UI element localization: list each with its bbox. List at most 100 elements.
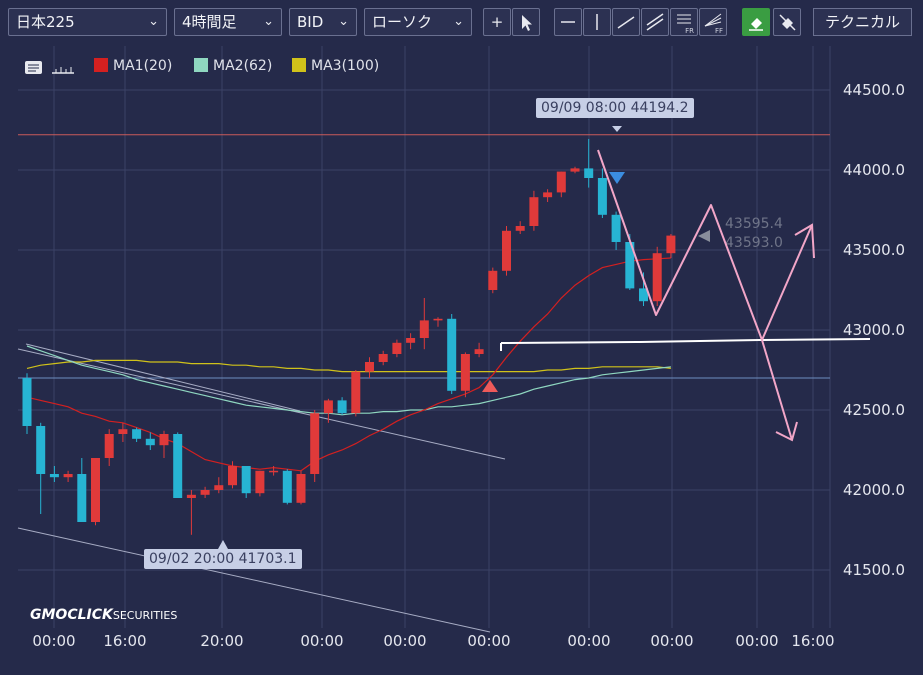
trendline-icon: [617, 16, 635, 29]
candle-body[interactable]: [351, 371, 361, 414]
buy-signal-marker: [482, 380, 498, 392]
ma3-swatch: [292, 58, 306, 72]
candle-body[interactable]: [77, 474, 87, 522]
horizontal-line-icon: [561, 21, 575, 23]
high-callout-pointer: [612, 126, 622, 132]
up-arrow-head: [794, 223, 815, 259]
hide-drawings-button[interactable]: [773, 8, 801, 36]
x-tick-label: 00:00: [735, 632, 778, 650]
channel-icon: [646, 13, 664, 31]
candle-body[interactable]: [36, 426, 46, 474]
low-callout-pointer: [218, 540, 228, 549]
candle-body[interactable]: [323, 400, 333, 414]
candle-body[interactable]: [214, 485, 224, 490]
candle-body[interactable]: [173, 434, 183, 498]
candle-body[interactable]: [597, 178, 607, 215]
candle-body[interactable]: [406, 338, 416, 343]
candle-body[interactable]: [63, 474, 73, 478]
high-price-callout: 09/09 08:00 44194.2: [536, 98, 694, 118]
candle-body[interactable]: [269, 470, 279, 473]
candle-body[interactable]: [570, 168, 580, 172]
candle-body[interactable]: [241, 466, 251, 494]
ma2-label: MA2(62): [213, 58, 273, 74]
trendline-upper: [17, 348, 506, 460]
crosshair-button[interactable]: +: [483, 8, 511, 36]
forecast-path-down: [597, 149, 793, 441]
candle-body[interactable]: [529, 197, 539, 226]
candle-body[interactable]: [49, 474, 59, 478]
fibonacci-fan-button[interactable]: FF: [699, 8, 727, 36]
candle-body[interactable]: [556, 171, 566, 193]
candle-body[interactable]: [488, 270, 498, 290]
candle-body[interactable]: [365, 362, 374, 372]
candle-body[interactable]: [666, 235, 676, 254]
chevron-down-icon: ⌄: [338, 14, 349, 29]
x-tick-label: 16:00: [791, 632, 834, 650]
candle-body[interactable]: [392, 342, 402, 354]
candle-body[interactable]: [433, 318, 443, 321]
candle-body[interactable]: [447, 318, 457, 391]
x-tick-label: 16:00: [103, 632, 146, 650]
timeframe-select[interactable]: 4時間足 ⌄: [174, 8, 282, 36]
vertical-line-button[interactable]: [583, 8, 611, 36]
sell-signal-marker: [609, 172, 625, 184]
fibonacci-retracement-icon: [677, 14, 691, 24]
price-type-value: BID: [297, 13, 324, 31]
technical-button[interactable]: テクニカル: [813, 8, 912, 36]
candle-body[interactable]: [378, 354, 388, 362]
candle-body[interactable]: [91, 458, 100, 522]
price-tag-1: 43595.4: [725, 216, 783, 232]
ma3-line: [26, 359, 671, 373]
price-type-select[interactable]: BID ⌄: [289, 8, 357, 36]
candle-body[interactable]: [186, 494, 196, 498]
x-tick-label: 00:00: [650, 632, 693, 650]
candle-body[interactable]: [132, 429, 142, 439]
neckline-annotation: [500, 338, 871, 344]
candle-body[interactable]: [543, 192, 553, 198]
candle-body[interactable]: [200, 490, 210, 495]
candle-body[interactable]: [296, 474, 306, 503]
chevron-down-icon: ⌄: [263, 14, 274, 29]
cursor-icon: [522, 15, 532, 31]
eraser-button[interactable]: [742, 8, 770, 36]
candle-body[interactable]: [611, 214, 621, 242]
channel-button[interactable]: [641, 8, 669, 36]
fibonacci-retracement-button[interactable]: FR: [670, 8, 698, 36]
trendline-button[interactable]: [612, 8, 640, 36]
brand-name: GMOCLICK: [30, 607, 113, 623]
candle-body[interactable]: [22, 378, 32, 426]
symbol-value: 日本225: [16, 13, 75, 31]
candle-body[interactable]: [310, 413, 320, 474]
symbol-select[interactable]: 日本225 ⌄: [8, 8, 167, 36]
ma2-swatch: [194, 58, 208, 72]
candle-body[interactable]: [159, 434, 169, 446]
chart-type-select[interactable]: ローソク ⌄: [364, 8, 472, 36]
x-tick-label: 00:00: [383, 632, 426, 650]
crosshair-icon: +: [490, 13, 504, 31]
candle-body[interactable]: [104, 434, 114, 458]
candle-body[interactable]: [502, 230, 511, 271]
ruler-icon[interactable]: [50, 59, 76, 81]
candle-body[interactable]: [625, 242, 635, 289]
candle-body[interactable]: [118, 429, 128, 434]
y-tick-label: 41500.0: [843, 561, 905, 579]
candle-body[interactable]: [460, 354, 470, 391]
hide-drawings-icon: [779, 14, 796, 31]
candle-body[interactable]: [282, 470, 292, 503]
cursor-button[interactable]: [512, 8, 540, 36]
candle-body[interactable]: [474, 349, 484, 354]
candle-body[interactable]: [255, 470, 265, 494]
candle-body[interactable]: [639, 288, 648, 302]
candle-body[interactable]: [337, 400, 347, 414]
x-tick-label: 00:00: [467, 632, 510, 650]
candle-body[interactable]: [652, 253, 662, 302]
candle-body[interactable]: [145, 438, 155, 446]
horizontal-line-button[interactable]: [554, 8, 582, 36]
candle-body[interactable]: [584, 168, 594, 178]
candle-body[interactable]: [419, 320, 429, 338]
candle-body[interactable]: [228, 466, 237, 486]
candle-body[interactable]: [515, 226, 525, 231]
note-icon[interactable]: [24, 59, 44, 81]
legend-ma1: MA1(20): [94, 58, 172, 74]
